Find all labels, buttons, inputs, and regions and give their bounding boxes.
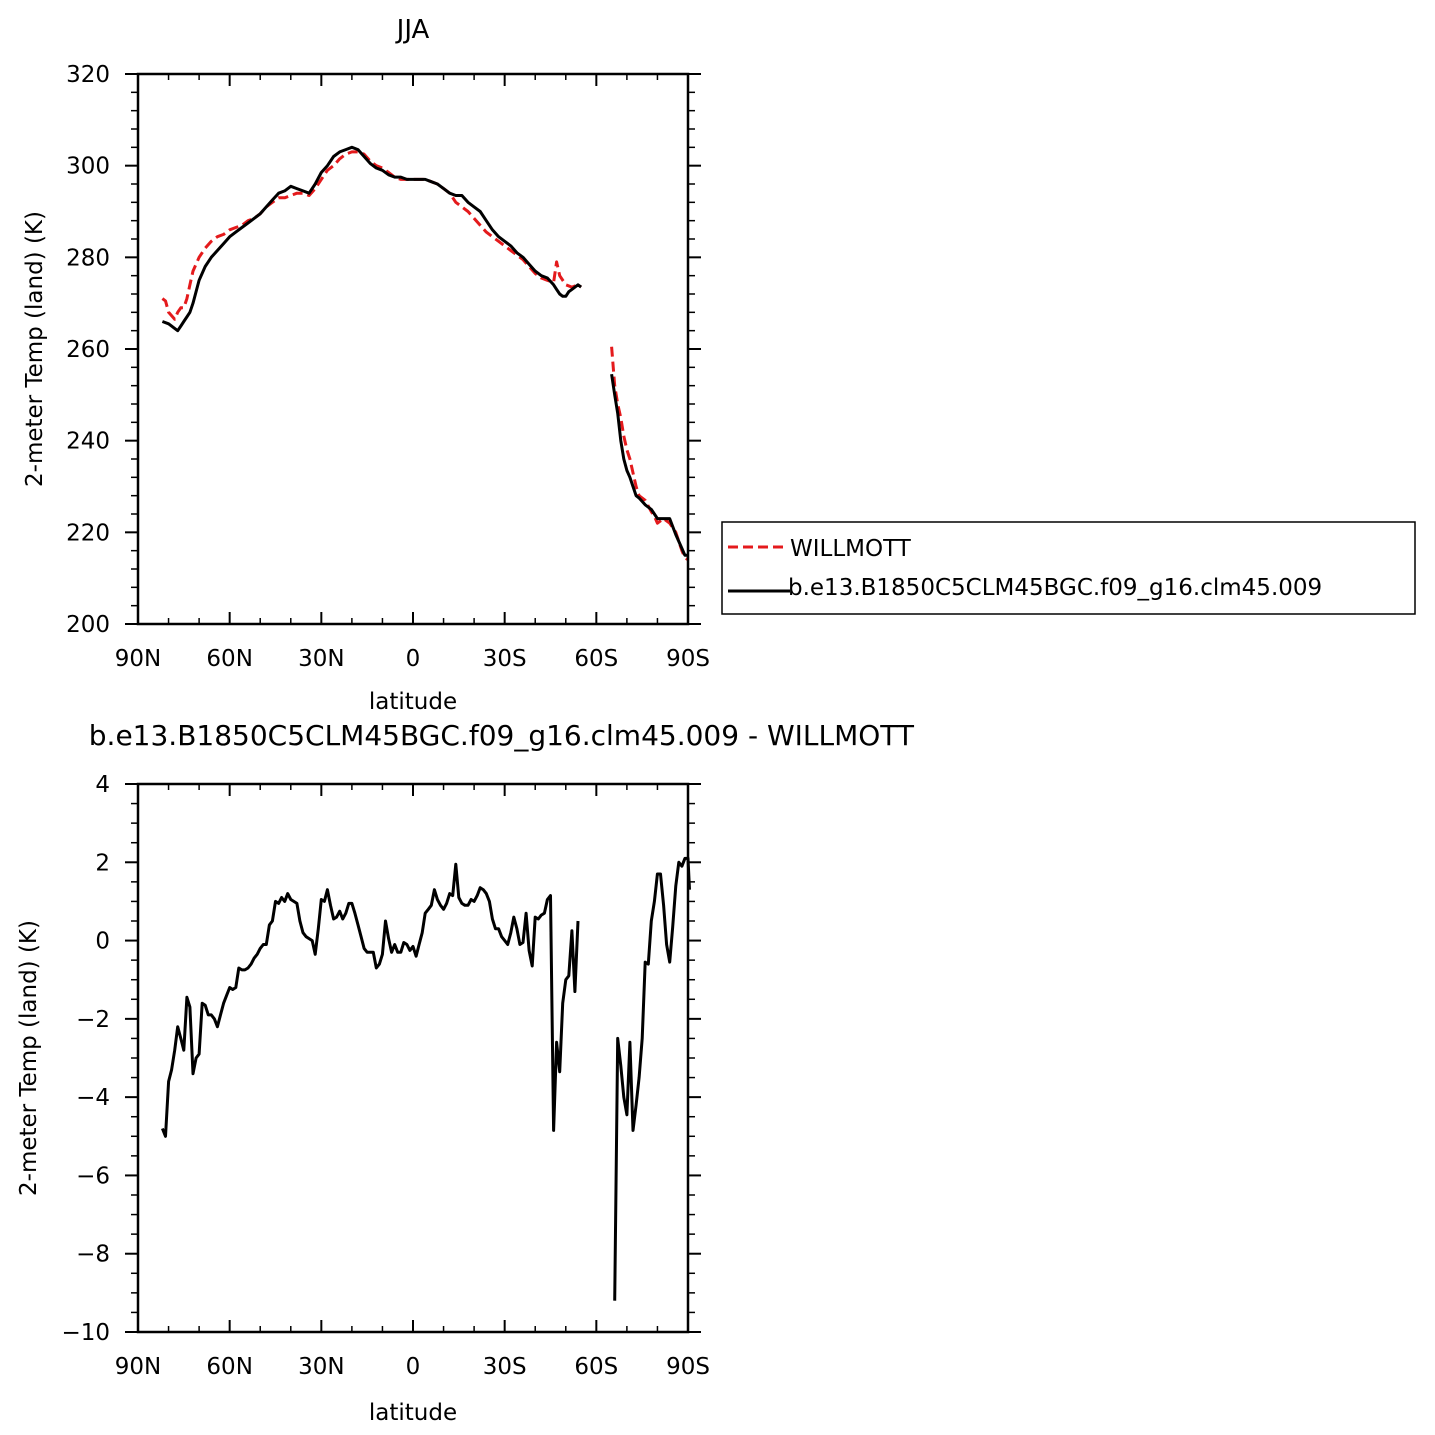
top-y-tick-label: 200 <box>66 612 110 638</box>
top-panel: JJA 200 220 240 260 280 300 320 90N 60N 30N 0 30S 6… <box>22 15 710 715</box>
top-series-lines <box>161 145 689 562</box>
top-x-tick-label: 60S <box>574 646 618 672</box>
bottom-x-tick-label: 90N <box>115 1354 161 1380</box>
bottom-y-tick-label: −4 <box>76 1085 110 1111</box>
bottom-x-tick-label: 60N <box>206 1354 252 1380</box>
top-y-tick-label: 280 <box>66 245 110 271</box>
legend-label-willmott: WILLMOTT <box>790 536 912 562</box>
bottom-x-tick-label: 30S <box>483 1354 527 1380</box>
legend: WILLMOTT b.e13.B1850C5CLM45BGC.f09_g16.c… <box>721 521 1416 615</box>
bottom-y-tick-label: −6 <box>76 1163 110 1189</box>
top-y-tick-label: 240 <box>66 429 110 455</box>
top-x-tick-label: 0 <box>406 646 421 672</box>
bottom-x-tick-label: 60S <box>574 1354 618 1380</box>
legend-box <box>721 521 1416 615</box>
top-y-tick-labels: 200 220 240 260 280 300 320 <box>66 62 110 638</box>
top-x-tick-label: 30S <box>483 646 527 672</box>
top-series-line-0 <box>161 150 582 321</box>
top-x-tick-label: 30N <box>298 646 344 672</box>
bottom-series-lines <box>161 856 691 1301</box>
top-y-tick-label: 260 <box>66 337 110 363</box>
top-x-tick-label: 90N <box>115 646 161 672</box>
bottom-y-axis-label: 2-meter Temp (land) (K) <box>16 920 42 1196</box>
bottom-y-tick-labels: −10 −8 −6 −4 −2 0 2 4 <box>61 772 110 1346</box>
top-x-tick-label: 90S <box>666 646 710 672</box>
bottom-y-tick-label: 4 <box>95 772 110 798</box>
bottom-y-tick-label: −10 <box>61 1320 110 1346</box>
bottom-x-tick-label: 30N <box>298 1354 344 1380</box>
bottom-y-tick-label: −8 <box>76 1242 110 1268</box>
bottom-x-tick-labels: 90N 60N 30N 0 30S 60S 90S <box>115 1354 710 1380</box>
top-x-tick-label: 60N <box>206 646 252 672</box>
top-x-axis-label: latitude <box>369 689 457 715</box>
top-y-tick-label: 320 <box>66 62 110 88</box>
top-y-axis-label: 2-meter Temp (land) (K) <box>22 211 48 487</box>
bottom-y-tick-label: 2 <box>95 850 110 876</box>
bottom-plot-frame <box>136 782 690 1334</box>
top-y-tick-label: 220 <box>66 520 110 546</box>
top-chart-title: JJA <box>395 15 430 45</box>
top-axis-ticks <box>125 73 701 625</box>
bottom-y-tick-label: 0 <box>95 929 110 955</box>
bottom-y-tick-label: −2 <box>76 1007 110 1033</box>
top-series-line-1 <box>161 145 582 333</box>
top-x-tick-labels: 90N 60N 30N 0 30S 60S 90S <box>115 646 710 672</box>
bottom-series-line-0 <box>161 862 580 1138</box>
bottom-x-axis-label: latitude <box>369 1400 457 1426</box>
bottom-x-tick-label: 90S <box>666 1354 710 1380</box>
legend-label-model: b.e13.B1850C5CLM45BGC.f09_g16.clm45.009 <box>788 575 1322 601</box>
top-y-tick-label: 300 <box>66 154 110 180</box>
bottom-chart-title: b.e13.B1850C5CLM45BGC.f09_g16.clm45.009 … <box>89 719 915 752</box>
top-series-line-1 <box>610 373 688 557</box>
bottom-panel: b.e13.B1850C5CLM45BGC.f09_g16.clm45.009 … <box>16 719 915 1426</box>
top-plot-frame <box>136 72 690 626</box>
bottom-x-tick-label: 0 <box>406 1354 421 1380</box>
bottom-series-line-0 <box>613 856 691 1301</box>
